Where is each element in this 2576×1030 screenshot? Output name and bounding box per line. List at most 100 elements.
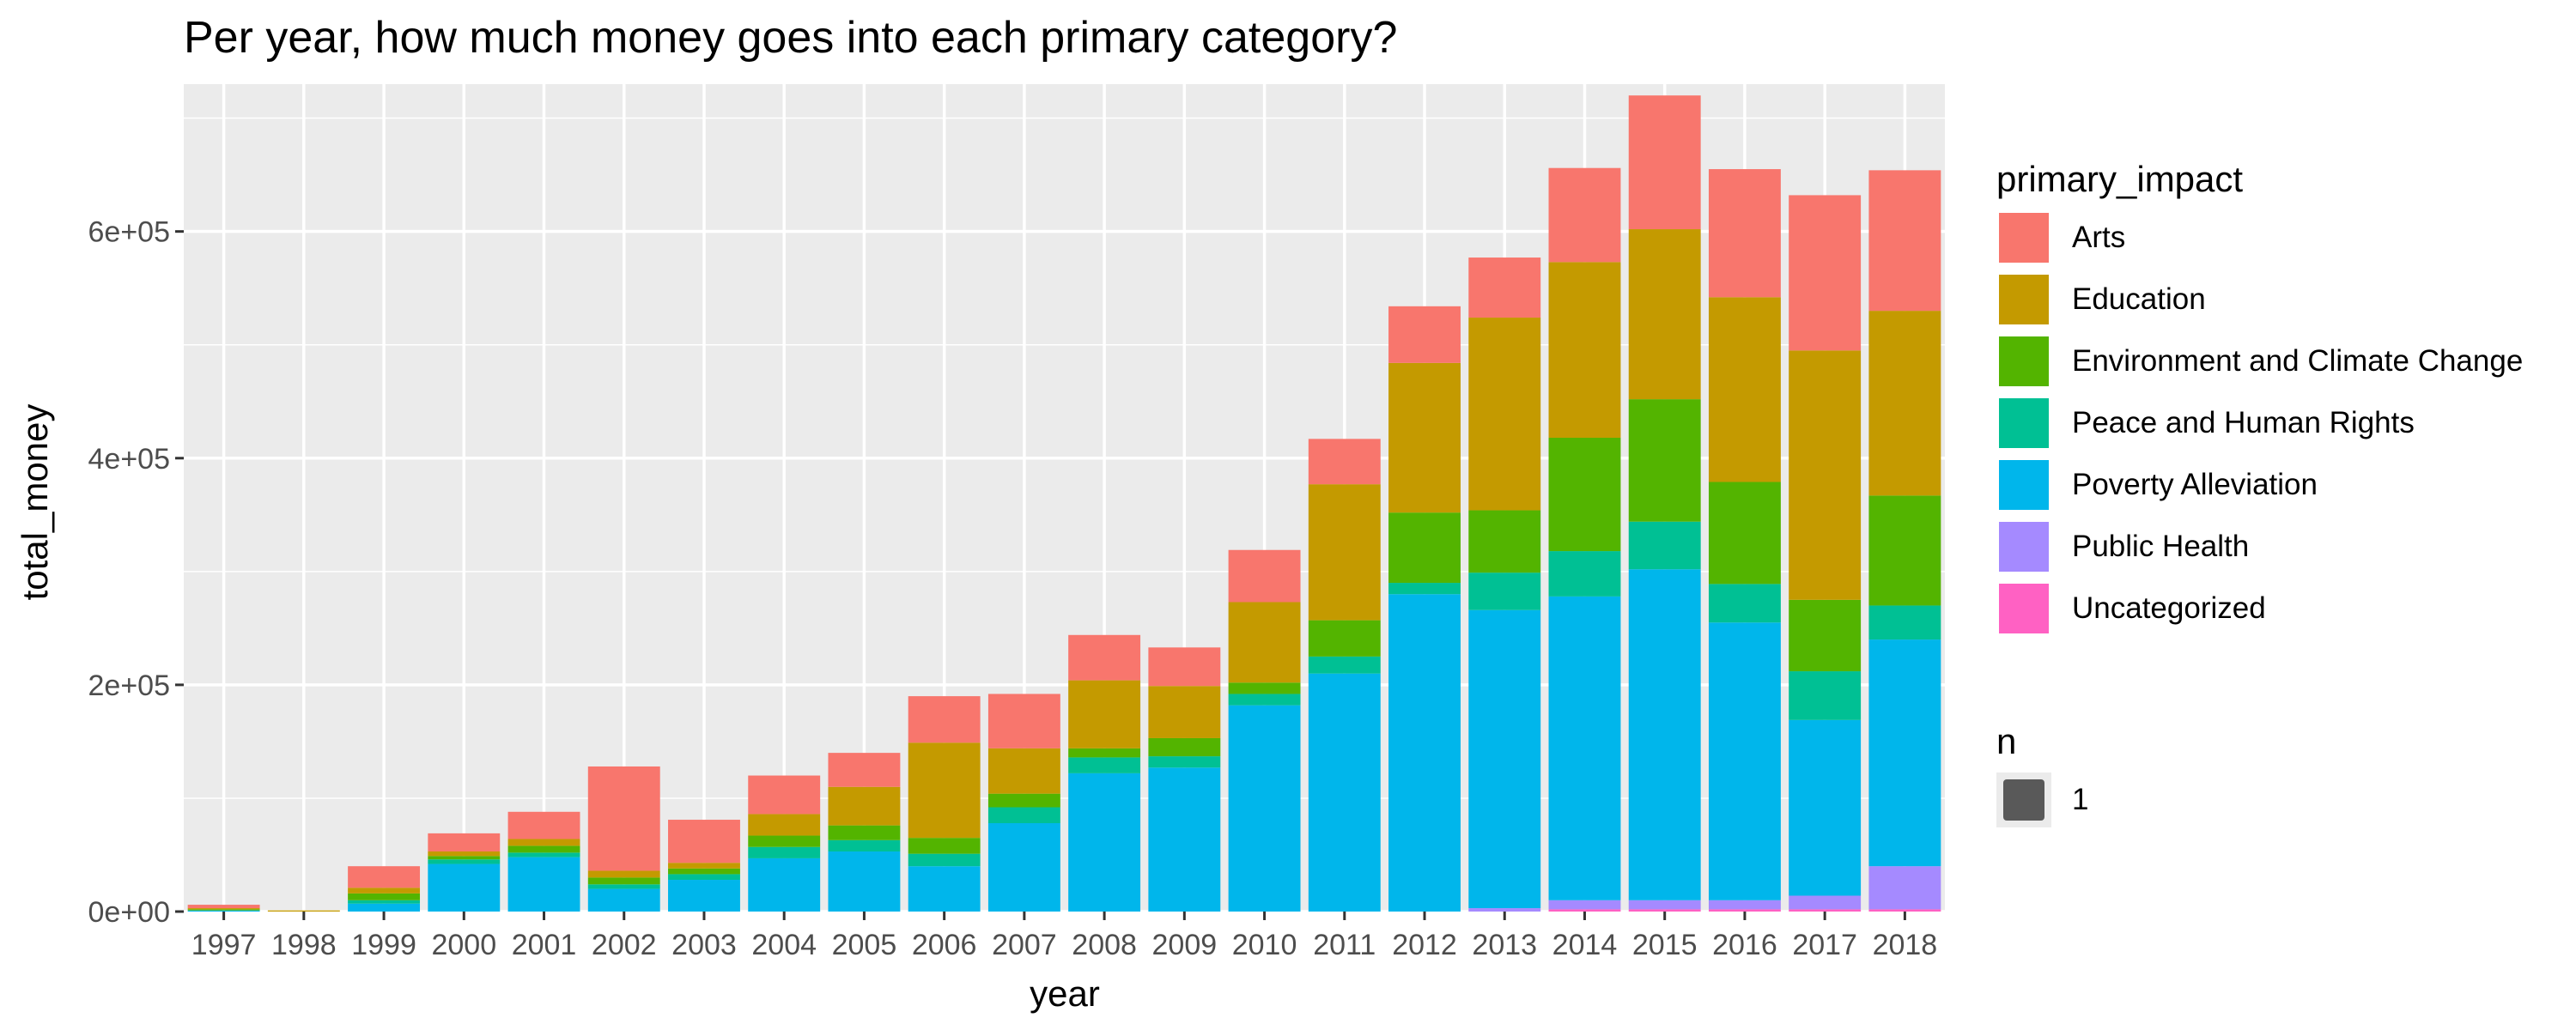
bar-segment-peace-and-human-rights [1628, 521, 1701, 570]
bar-segment-arts [908, 696, 981, 743]
legend-key [1996, 396, 2051, 451]
size-legend-title: n [1996, 721, 2017, 761]
bar-segment-education [1308, 484, 1381, 621]
x-tick-label: 1997 [191, 929, 257, 961]
x-tick-label: 2001 [512, 929, 577, 961]
bar-segment-arts [1388, 306, 1461, 363]
legend-item: Public Health [1996, 516, 2523, 578]
bar-segment-uncategorized [1548, 909, 1621, 912]
bar-segment-uncategorized [1628, 909, 1701, 912]
bar-segment-peace-and-human-rights [1148, 756, 1221, 768]
bar-segment-poverty-alleviation [428, 863, 501, 912]
legend-label: Arts [2072, 221, 2126, 254]
x-tick-label: 1999 [351, 929, 416, 961]
legend-label: Environment and Climate Change [2072, 344, 2524, 378]
x-tick-label: 2016 [1712, 929, 1777, 961]
x-tick-label: 2002 [592, 929, 657, 961]
bar-segment-public-health [1708, 900, 1781, 910]
bar-segment-environment-and-climate-change [1548, 438, 1621, 552]
bar-segment-peace-and-human-rights [748, 846, 821, 858]
bar-segment-poverty-alleviation [987, 822, 1060, 912]
y-tick-label: 0e+00 [88, 896, 171, 929]
x-tick-label: 2006 [912, 929, 977, 961]
legend-key [1996, 581, 2051, 636]
chart-title: Per year, how much money goes into each … [184, 13, 1398, 63]
x-tick-label: 2004 [751, 929, 817, 961]
bar-segment-poverty-alleviation [1388, 594, 1461, 912]
bar-segment-education [428, 851, 501, 857]
bar-segment-peace-and-human-rights [1068, 757, 1141, 773]
bar-segment-environment-and-climate-change [348, 893, 421, 900]
bar-segment-arts [348, 866, 421, 888]
bar-segment-arts [668, 820, 740, 863]
bar-segment-arts [1548, 167, 1621, 263]
bar-segment-environment-and-climate-change [987, 793, 1060, 808]
bar-segment-arts [1628, 95, 1701, 230]
bar-segment-education [1388, 362, 1461, 513]
bar-segment-poverty-alleviation [1468, 609, 1541, 909]
bar-segment-education [1789, 350, 1862, 600]
legend-label: Public Health [2072, 530, 2250, 563]
x-tick-label: 2018 [1873, 929, 1938, 961]
bar-segment-arts [1068, 634, 1141, 681]
bar-segment-peace-and-human-rights [908, 853, 981, 867]
legend-label: Education [2072, 282, 2206, 316]
y-tick-label: 4e+05 [88, 443, 171, 476]
bar-segment-poverty-alleviation [748, 857, 821, 912]
bar-segment-education [1548, 262, 1621, 439]
bar-segment-education [1628, 229, 1701, 400]
bar-segment-environment-and-climate-change [187, 909, 260, 911]
bar-segment-education [1068, 680, 1141, 748]
bar-segment-peace-and-human-rights [987, 807, 1060, 823]
bar-segment-poverty-alleviation [1068, 772, 1141, 912]
legend-key [1996, 272, 2051, 327]
bar-segment-peace-and-human-rights [348, 900, 421, 904]
bar-segment-arts [428, 833, 501, 852]
bar-segment-uncategorized [1868, 909, 1941, 912]
bar-segment-poverty-alleviation [587, 888, 660, 912]
legend-item: Environment and Climate Change [1996, 330, 2523, 392]
bar-segment-peace-and-human-rights [828, 839, 901, 852]
y-tick-label: 2e+05 [88, 670, 171, 702]
bar-segment-education [348, 888, 421, 894]
bar-segment-education [1708, 297, 1781, 482]
y-tick-label: 6e+05 [88, 216, 171, 249]
legend-key [1996, 334, 2051, 389]
bar-segment-peace-and-human-rights [507, 852, 580, 857]
legend-label: Peace and Human Rights [2072, 406, 2415, 439]
bar-segment-environment-and-climate-change [668, 868, 740, 875]
bar-segment-arts [828, 753, 901, 787]
bar-segment-poverty-alleviation [1708, 622, 1781, 900]
bar-segment-peace-and-human-rights [1388, 583, 1461, 595]
bar-segment-peace-and-human-rights [587, 884, 660, 889]
bar-segment-arts [748, 775, 821, 815]
size-legend-label: 1 [2072, 783, 2089, 816]
bar-segment-education [1148, 686, 1221, 738]
x-tick-label: 2000 [431, 929, 496, 961]
bar-segment-arts [987, 694, 1060, 748]
legend-item: Uncategorized [1996, 578, 2523, 639]
bar-segment-environment-and-climate-change [587, 877, 660, 885]
bar-segment-education [507, 839, 580, 846]
bar-segment-education [1468, 318, 1541, 511]
bar-segment-education [267, 910, 340, 912]
legend-item: Peace and Human Rights [1996, 392, 2523, 454]
bar-segment-peace-and-human-rights [1308, 656, 1381, 674]
legend-item: Poverty Alleviation [1996, 454, 2523, 516]
bar-segment-peace-and-human-rights [1228, 694, 1301, 706]
bar-segment-public-health [1628, 900, 1701, 910]
fill-legend: primary_impact Arts Education Environment … [1996, 159, 2523, 639]
bar-segment-education [908, 742, 981, 839]
x-tick-label: 2010 [1232, 929, 1297, 961]
x-tick-label: 2014 [1552, 929, 1618, 961]
bar-segment-poverty-alleviation [1789, 719, 1862, 896]
legend-title: primary_impact [1996, 159, 2244, 199]
x-tick-label: 2011 [1313, 929, 1376, 961]
bar-segment-peace-and-human-rights [1868, 605, 1941, 640]
plot-area: 0e+00 2e+05 4e+05 6e+05 1997 1998 1999 2000 200… [15, 84, 1945, 1014]
y-axis-label: total_money [15, 404, 55, 601]
bar-segment-poverty-alleviation [668, 880, 740, 912]
x-axis-label: year [1030, 973, 1100, 1014]
bar-segment-peace-and-human-rights [1789, 671, 1862, 720]
bar-segment-poverty-alleviation [348, 903, 421, 912]
